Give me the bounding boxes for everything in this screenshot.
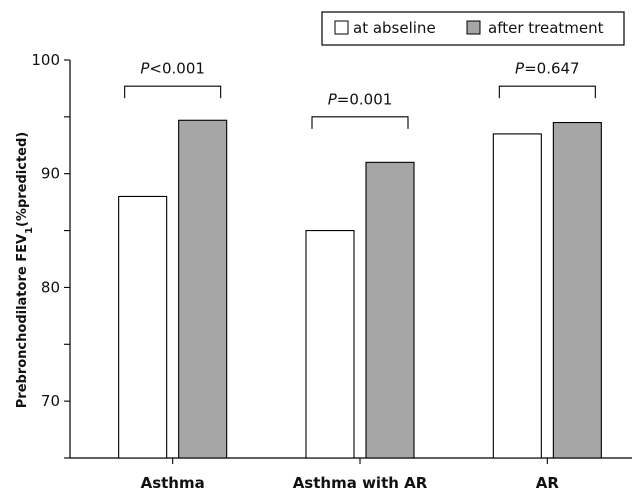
legend-swatch-at-abseline bbox=[334, 20, 349, 35]
significance-bracket bbox=[311, 116, 409, 129]
legend-label-after-treatment: after treatment bbox=[488, 19, 604, 37]
x-tick-label: Asthma with AR bbox=[293, 474, 428, 492]
significance-bracket bbox=[124, 85, 222, 99]
bar-after-treatment bbox=[178, 119, 228, 459]
bars bbox=[118, 119, 602, 459]
annotations: P<0.001 P=0.001 P=0.647 bbox=[124, 60, 596, 129]
legend-label-at-abseline: at abseline bbox=[353, 19, 436, 37]
p-value-label: P=0.001 bbox=[328, 90, 393, 108]
x-tick-label: AR bbox=[536, 474, 560, 492]
x-tick-label: Asthma bbox=[141, 474, 205, 492]
bar-after-treatment bbox=[365, 161, 415, 459]
bar-baseline bbox=[305, 230, 355, 459]
p-value-label: P<0.001 bbox=[140, 60, 205, 78]
bar-after-treatment bbox=[552, 121, 602, 459]
y-tick-label-90: 90 bbox=[41, 165, 60, 183]
legend-swatch-after-treatment bbox=[466, 20, 481, 35]
y-tick-label-70: 70 bbox=[41, 392, 60, 410]
y-tick-label-100: 100 bbox=[31, 51, 60, 69]
y-axis-label: Prebronchodilatore FEV1(%predicted) bbox=[15, 132, 35, 408]
bar-baseline bbox=[492, 133, 542, 459]
p-value-label: P=0.647 bbox=[515, 60, 580, 78]
y-tick-label-80: 80 bbox=[41, 278, 60, 296]
significance-bracket bbox=[498, 85, 596, 99]
legend: at abseline after treatment bbox=[321, 11, 625, 46]
bar-baseline bbox=[118, 195, 168, 459]
axes: 70 80 90 100 Asthma Asthma with AR AR bbox=[31, 51, 632, 492]
